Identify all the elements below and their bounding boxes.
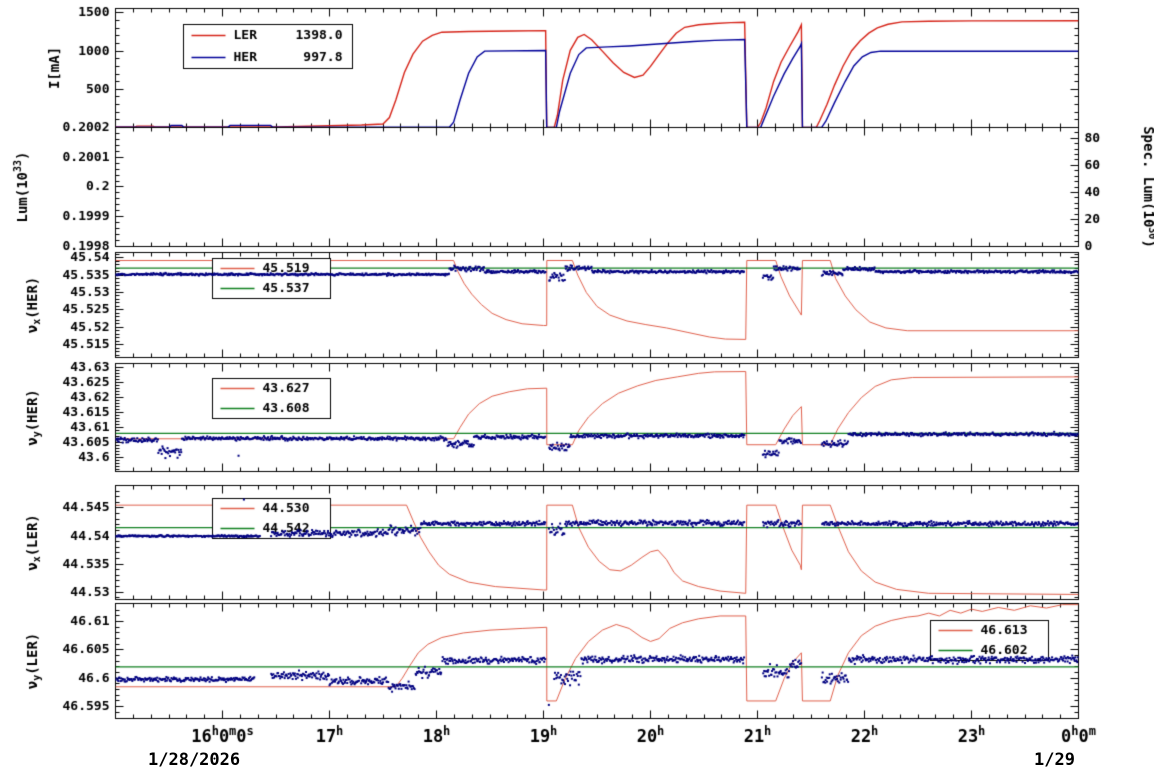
x-axis-end-date: 1/29 (1034, 750, 1075, 770)
x-axis-start-date: 1/28/2026 (148, 750, 241, 770)
